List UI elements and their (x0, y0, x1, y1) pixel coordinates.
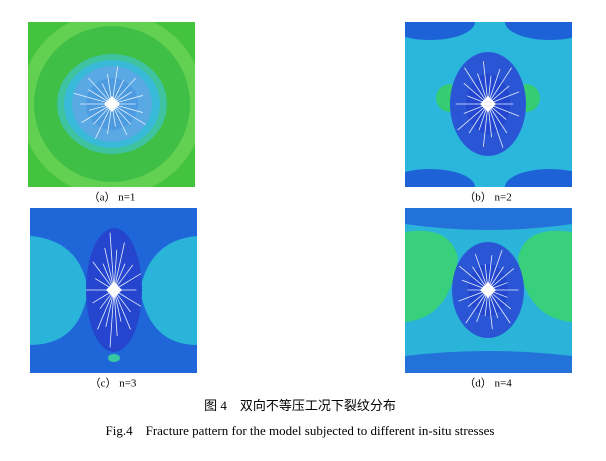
borehole (106, 282, 122, 298)
crack-patterns (73, 61, 520, 348)
crack (487, 103, 504, 148)
crack (474, 253, 489, 291)
panel-label: （c） n=3 (90, 377, 137, 390)
crack (95, 103, 113, 139)
panel-label: （a） n=1 (89, 191, 136, 204)
crack (113, 289, 131, 330)
borehole (104, 96, 120, 112)
crack (109, 289, 115, 348)
crack (459, 265, 489, 291)
crack (113, 289, 118, 336)
crack (487, 289, 511, 324)
borehole (480, 96, 496, 112)
panel-label: （b） n=2 (464, 191, 511, 204)
borehole (480, 282, 496, 298)
crack (97, 289, 115, 330)
crack (73, 92, 113, 105)
crack (464, 67, 489, 105)
crack (111, 77, 136, 105)
crack (111, 103, 146, 125)
crack (88, 77, 113, 105)
crack (457, 103, 489, 131)
crack (487, 67, 512, 105)
caption-en: Fig.4 Fracture pattern for the model sub… (106, 423, 495, 438)
crack (104, 247, 115, 291)
crack (81, 103, 113, 123)
panel-label: （d） n=4 (464, 377, 512, 390)
crack (113, 242, 125, 291)
crack (487, 249, 503, 291)
caption-cn: 图 4 双向不等压工况下裂纹分布 (204, 398, 396, 413)
crack (92, 261, 115, 291)
crack (109, 232, 115, 291)
crack (465, 289, 489, 324)
